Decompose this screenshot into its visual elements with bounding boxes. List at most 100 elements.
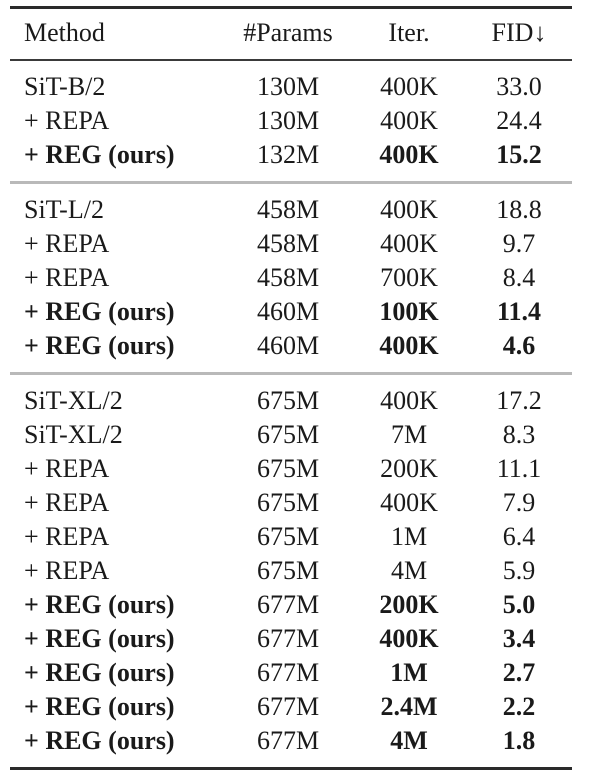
params-cell: 458M [256, 263, 320, 292]
table-row: + REPA 130M 400K 24.4 [10, 104, 572, 138]
header-row: Method #Params Iter. FID↓ [10, 6, 572, 61]
params-cell: 675M [256, 454, 320, 483]
params-cell: 675M [256, 522, 320, 551]
header-iter: Iter. [352, 6, 466, 61]
method-cell: + REPA [24, 556, 110, 585]
method-cell: + REG (ours) [24, 692, 175, 721]
params-cell: 458M [256, 195, 320, 224]
method-cell: SiT-L/2 [24, 195, 104, 224]
params-cell: 130M [256, 72, 320, 101]
fid-cell: 5.0 [502, 590, 536, 619]
fid-cell: 24.4 [496, 106, 542, 135]
fid-cell: 4.6 [466, 329, 572, 375]
params-cell: 130M [256, 106, 320, 135]
params-cell: 675M [256, 556, 320, 585]
method-cell: + REPA [24, 263, 110, 292]
params-cell: 677M [256, 624, 320, 653]
table-group-sit-b: SiT-B/2 130M 400K 33.0 + REPA 130M 400K 24.4 + R… [10, 60, 572, 184]
results-table: Method #Params Iter. FID↓ SiT-B/2 130M 400… [10, 6, 572, 770]
table-group-sit-xl: SiT-XL/2 675M 400K 17.2 SiT-XL/2 675M 7M 8.3 + R… [10, 374, 572, 770]
method-cell: SiT-B/2 [24, 72, 106, 101]
iter-cell: 200K [379, 590, 439, 619]
header-method: Method [10, 6, 224, 61]
params-cell: 675M [256, 488, 320, 517]
fid-cell: 2.2 [502, 692, 536, 721]
method-cell: + REPA [24, 229, 110, 258]
params-cell: 460M [256, 297, 320, 326]
iter-cell: 400K [380, 229, 438, 258]
table-row: SiT-XL/2 675M 400K 17.2 [10, 374, 572, 419]
fid-cell: 2.7 [502, 658, 536, 687]
fid-cell: 3.4 [502, 624, 536, 653]
fid-cell: 11.4 [496, 297, 542, 326]
method-cell: + REG (ours) [24, 297, 175, 326]
table-row: + REG (ours) 677M 4M 1.8 [10, 724, 572, 770]
fid-cell: 6.4 [502, 522, 536, 551]
fid-cell: 8.4 [502, 263, 536, 292]
table-row: SiT-XL/2 675M 7M 8.3 [10, 418, 572, 452]
header-fid: FID↓ [466, 6, 572, 61]
fid-cell: 17.2 [496, 386, 542, 415]
table-row: + REG (ours) 677M 200K 5.0 [10, 588, 572, 622]
fid-cell: 1.8 [466, 724, 572, 770]
table-header: Method #Params Iter. FID↓ [10, 6, 572, 61]
table-row: + REG (ours) 132M 400K 15.2 [10, 138, 572, 184]
table-row: + REPA 675M 200K 11.1 [10, 452, 572, 486]
params-cell: 675M [256, 420, 320, 449]
iter-cell: 400K [380, 72, 438, 101]
params-cell: 675M [256, 386, 320, 415]
params-cell: 458M [256, 229, 320, 258]
method-cell: SiT-XL/2 [24, 386, 123, 415]
iter-cell: 400K [380, 195, 438, 224]
iter-cell: 700K [380, 263, 438, 292]
method-cell: + REG (ours) [10, 329, 224, 375]
table-row: + REG (ours) 460M 400K 4.6 [10, 329, 572, 375]
table-row: + REPA 675M 4M 5.9 [10, 554, 572, 588]
method-cell: + REG (ours) [10, 724, 224, 770]
fid-cell: 9.7 [502, 229, 536, 258]
header-params: #Params [224, 6, 352, 61]
table-row: SiT-L/2 458M 400K 18.8 [10, 183, 572, 228]
table-row: + REPA 458M 700K 8.4 [10, 261, 572, 295]
fid-cell: 7.9 [502, 488, 536, 517]
iter-cell: 4M [352, 724, 466, 770]
table-row: + REPA 675M 400K 7.9 [10, 486, 572, 520]
iter-cell: 200K [380, 454, 438, 483]
table-group-sit-l: SiT-L/2 458M 400K 18.8 + REPA 458M 400K 9.7 + RE… [10, 183, 572, 375]
iter-cell: 100K [379, 297, 439, 326]
fid-cell: 33.0 [496, 72, 542, 101]
table-row: + REPA 458M 400K 9.7 [10, 227, 572, 261]
iter-cell: 400K [379, 624, 439, 653]
table-row: + REG (ours) 677M 1M 2.7 [10, 656, 572, 690]
method-cell: + REPA [24, 454, 110, 483]
iter-cell: 400K [352, 329, 466, 375]
fid-cell: 15.2 [466, 138, 572, 184]
iter-cell: 4M [390, 556, 428, 585]
iter-cell: 1M [390, 658, 428, 687]
method-cell: + REPA [24, 522, 110, 551]
params-cell: 677M [256, 658, 320, 687]
iter-cell: 7M [390, 420, 428, 449]
iter-cell: 2.4M [380, 692, 438, 721]
fid-cell: 5.9 [502, 556, 536, 585]
params-cell: 677M [224, 724, 352, 770]
iter-cell: 400K [352, 138, 466, 184]
table-row: + REG (ours) 677M 2.4M 2.2 [10, 690, 572, 724]
method-cell: + REG (ours) [24, 624, 175, 653]
params-cell: 460M [224, 329, 352, 375]
table-row: + REG (ours) 677M 400K 3.4 [10, 622, 572, 656]
params-cell: 132M [224, 138, 352, 184]
method-cell: + REG (ours) [24, 590, 175, 619]
iter-cell: 400K [380, 106, 438, 135]
table-row: SiT-B/2 130M 400K 33.0 [10, 60, 572, 104]
params-cell: 677M [256, 590, 320, 619]
iter-cell: 400K [380, 386, 438, 415]
fid-cell: 11.1 [496, 454, 542, 483]
method-cell: + REPA [24, 106, 110, 135]
params-cell: 677M [256, 692, 320, 721]
method-cell: + REPA [24, 488, 110, 517]
fid-cell: 18.8 [496, 195, 542, 224]
table-row: + REPA 675M 1M 6.4 [10, 520, 572, 554]
method-cell: + REG (ours) [10, 138, 224, 184]
method-cell: SiT-XL/2 [24, 420, 123, 449]
